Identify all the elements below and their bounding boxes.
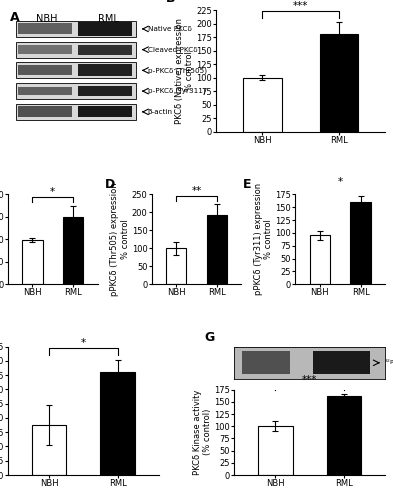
Bar [242,352,290,374]
Bar [18,24,72,34]
Bar [78,106,132,118]
Bar [101,372,135,475]
Bar [18,45,72,54]
Bar [63,217,83,284]
Bar [313,352,370,374]
Y-axis label: pPKCδ (Thr505) expression
% control: pPKCδ (Thr505) expression % control [110,182,130,296]
Text: RML: RML [98,14,119,24]
Bar [351,202,371,284]
Bar [243,78,282,132]
Bar [16,21,136,37]
Text: B: B [166,0,175,5]
Y-axis label: pPKCδ (Tyr311) expression
% control: pPKCδ (Tyr311) expression % control [254,183,273,296]
Text: β-actin: β-actin [147,109,173,115]
Y-axis label: PKCδ (Native) expression
% control: PKCδ (Native) expression % control [175,18,194,124]
Bar [16,83,136,99]
Bar [16,62,136,78]
Bar [327,396,361,475]
Bar [166,248,186,284]
Bar [18,87,72,96]
Bar [258,426,292,475]
Text: $^{32}$P-Histone: $^{32}$P-Histone [384,358,393,368]
Text: E: E [243,178,252,191]
Text: ***: *** [293,1,309,11]
Bar [16,104,136,120]
Y-axis label: PKCδ Kinase activity
(% control): PKCδ Kinase activity (% control) [193,390,212,475]
Bar [18,66,72,76]
Text: G: G [204,331,214,344]
Bar [78,64,132,76]
Bar [18,106,72,118]
Text: Native PKCδ: Native PKCδ [147,26,191,32]
Bar [320,34,358,132]
Text: ***: *** [302,376,318,386]
Text: *: * [338,178,343,188]
Bar [16,42,136,58]
Text: p-PKCδ (Thr505): p-PKCδ (Thr505) [147,67,207,73]
Bar [78,86,132,96]
Bar [22,240,42,284]
Text: *: * [50,187,55,197]
Text: p-PKCδ (Tyr311): p-PKCδ (Tyr311) [147,88,205,94]
Bar [78,45,132,54]
Bar [32,426,66,475]
Bar [310,236,330,284]
Text: D: D [105,178,115,191]
Bar [78,22,132,36]
Text: *: * [81,338,86,347]
Bar [207,215,227,284]
Text: Cleaved PKCδ: Cleaved PKCδ [147,46,197,52]
Text: A: A [10,11,19,24]
Text: NBH: NBH [36,14,57,24]
Text: **: ** [191,186,202,196]
